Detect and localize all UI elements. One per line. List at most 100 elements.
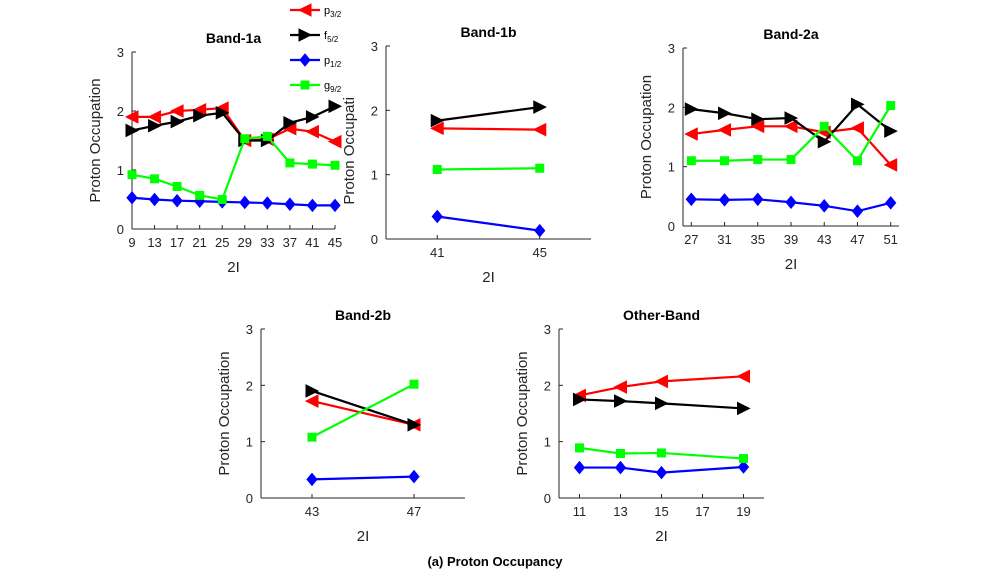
x-tick-label: 27 bbox=[684, 232, 698, 247]
series-p1-2 bbox=[126, 190, 341, 213]
y-axis-label: Proton Occupation bbox=[87, 78, 104, 202]
data-point-g9-2 bbox=[886, 101, 896, 111]
panel-band-2b: 0 1 2 3 43 47 Band-2b 2I Proton Occupation bbox=[216, 307, 465, 545]
x-tick-label: 47 bbox=[850, 232, 864, 247]
x-tick-label: 51 bbox=[883, 232, 897, 247]
data-point-p1-2 bbox=[737, 460, 750, 474]
data-point-p3-2 bbox=[169, 104, 184, 118]
data-point-p1-2 bbox=[718, 193, 731, 207]
legend-item-g92: g9/2 bbox=[290, 80, 342, 94]
data-point-g9-2 bbox=[616, 448, 625, 458]
data-point-p1-2 bbox=[408, 469, 420, 484]
data-point-g9-2 bbox=[127, 170, 137, 180]
y-tick-label: 2 bbox=[668, 100, 675, 115]
data-point-g9-2 bbox=[852, 156, 862, 166]
data-point-g9-2 bbox=[307, 159, 317, 169]
legend-marker-g92 bbox=[300, 80, 310, 90]
x-tick-label: 31 bbox=[717, 232, 731, 247]
series-line-g9-2 bbox=[311, 383, 415, 439]
series-g9-2 bbox=[686, 101, 896, 166]
data-point-f5-2 bbox=[407, 417, 422, 432]
chart-title: Band-2b bbox=[335, 307, 391, 323]
series-line-p3-2 bbox=[437, 127, 540, 131]
data-point-f5-2 bbox=[193, 108, 207, 123]
data-point-f5-2 bbox=[533, 100, 547, 114]
series-line-p1-2 bbox=[437, 215, 540, 232]
data-point-p3-2 bbox=[147, 110, 162, 124]
data-point-f5-2 bbox=[305, 384, 320, 398]
y-tick-label: 1 bbox=[246, 435, 253, 450]
series-p3-2 bbox=[304, 394, 421, 432]
data-point-g9-2 bbox=[409, 379, 419, 389]
y-tick-label: 1 bbox=[117, 163, 124, 178]
data-point-g9-2 bbox=[217, 195, 227, 204]
data-point-p1-2 bbox=[785, 195, 797, 210]
x-tick-label: 19 bbox=[736, 504, 750, 519]
series-p3-2 bbox=[572, 369, 750, 403]
series-g9-2 bbox=[307, 379, 419, 442]
legend: p3/2 f5/2 p1/2 g9/2 bbox=[283, 0, 367, 98]
legend-label: p1/2 bbox=[324, 55, 342, 69]
series-p3-2 bbox=[430, 121, 547, 137]
y-tick-label: 0 bbox=[668, 219, 675, 234]
data-point-p3-2 bbox=[613, 380, 627, 394]
y-tick-label: 0 bbox=[544, 491, 551, 506]
data-point-f5-2 bbox=[884, 124, 898, 138]
y-tick-label: 3 bbox=[371, 39, 378, 54]
series-line-p3-2 bbox=[132, 106, 336, 143]
x-axis-label: 2I bbox=[227, 259, 240, 276]
x-tick-label: 17 bbox=[695, 504, 709, 519]
panel-other-band: 0 1 2 3 11 13 15 17 19 Other-Band 2I Proton Occupat… bbox=[514, 307, 764, 545]
x-tick-label: 41 bbox=[305, 235, 319, 250]
series-p1-2 bbox=[431, 209, 546, 238]
data-point-f5-2 bbox=[573, 392, 587, 407]
data-point-g9-2 bbox=[739, 454, 748, 464]
data-point-p1-2 bbox=[655, 465, 668, 480]
data-point-g9-2 bbox=[307, 432, 317, 442]
series-g9-2 bbox=[127, 131, 340, 204]
data-point-f5-2 bbox=[850, 97, 865, 112]
x-tick-label: 47 bbox=[407, 504, 421, 519]
data-point-p1-2 bbox=[126, 190, 138, 205]
series-line-f5-2 bbox=[131, 105, 336, 142]
data-point-p3-2 bbox=[304, 394, 319, 408]
data-point-f5-2 bbox=[215, 105, 230, 120]
series-p1-2 bbox=[685, 192, 897, 218]
series-line-f5-2 bbox=[437, 106, 540, 122]
data-point-p1-2 bbox=[534, 223, 546, 238]
legend-label: p3/2 bbox=[324, 5, 342, 19]
x-tick-label: 41 bbox=[430, 245, 444, 260]
legend-box bbox=[283, 0, 367, 98]
x-axis-label: 2I bbox=[655, 528, 668, 545]
data-point-p3-2 bbox=[750, 119, 765, 134]
y-tick-label: 3 bbox=[246, 322, 253, 337]
series-f5-2 bbox=[305, 384, 422, 432]
x-tick-label: 37 bbox=[283, 235, 297, 250]
y-axis-label: Proton Occupation bbox=[514, 351, 531, 475]
y-axis-label: Proton Occupation bbox=[638, 75, 655, 199]
legend-marker-f52 bbox=[298, 28, 313, 42]
data-point-p3-2 bbox=[654, 374, 668, 389]
data-point-p1-2 bbox=[171, 193, 183, 208]
y-axis-label: Proton Occupation bbox=[341, 80, 358, 204]
data-point-p1-2 bbox=[851, 204, 864, 218]
y-tick-label: 1 bbox=[371, 168, 378, 183]
data-point-p1-2 bbox=[284, 197, 296, 212]
x-tick-label: 17 bbox=[170, 235, 184, 250]
data-point-f5-2 bbox=[784, 111, 799, 125]
y-tick-label: 3 bbox=[544, 322, 551, 337]
data-point-f5-2 bbox=[305, 110, 320, 124]
chart-title: Band-1b bbox=[461, 24, 517, 40]
chart-title: Band-1a bbox=[206, 30, 261, 46]
data-point-f5-2 bbox=[751, 112, 765, 127]
series-line-p3-2 bbox=[311, 400, 415, 426]
y-tick-label: 0 bbox=[371, 232, 378, 247]
y-tick-label: 1 bbox=[544, 435, 551, 450]
series-line-p1-2 bbox=[311, 475, 415, 481]
data-point-g9-2 bbox=[285, 158, 295, 168]
data-point-p1-2 bbox=[573, 460, 586, 475]
x-tick-label: 39 bbox=[784, 232, 798, 247]
legend-label: f5/2 bbox=[324, 30, 339, 44]
data-point-g9-2 bbox=[172, 182, 182, 192]
series-p1-2 bbox=[306, 469, 420, 487]
